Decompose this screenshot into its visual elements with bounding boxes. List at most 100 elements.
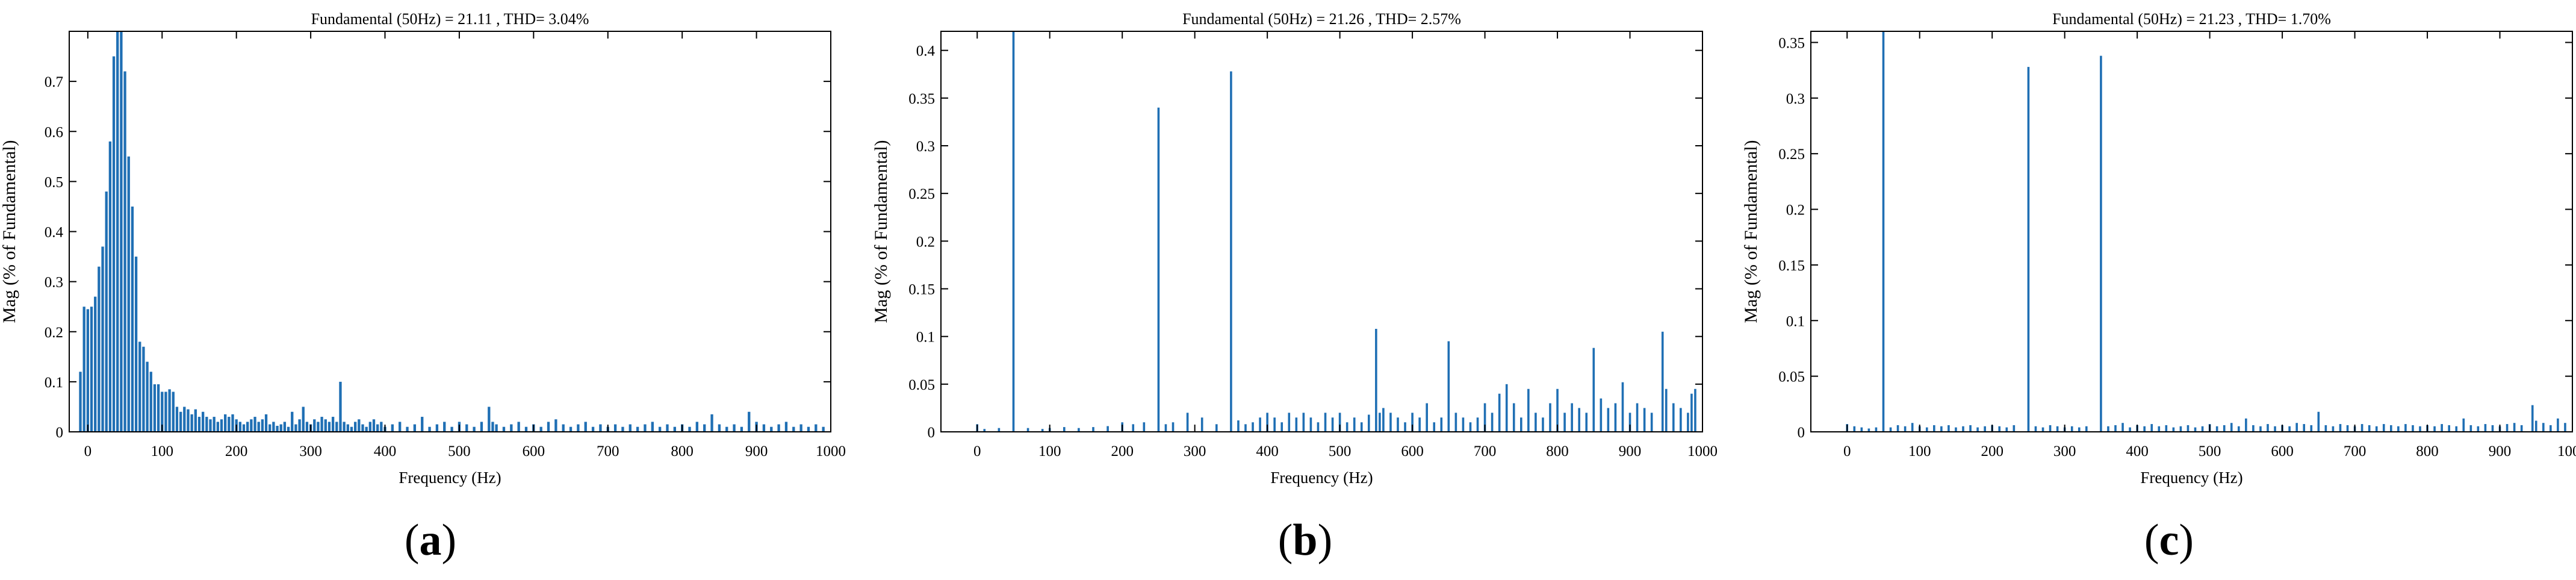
chart-c-bar xyxy=(2121,423,2124,432)
panel-label-c-open: ( xyxy=(2144,516,2159,565)
chart-b-bar xyxy=(1628,413,1631,432)
chart-a-xtick-label: 200 xyxy=(225,443,248,460)
chart-a-xtick-label: 600 xyxy=(523,443,545,460)
chart-b-xlabel: Frequency (Hz) xyxy=(1270,469,1373,487)
chart-b-bar xyxy=(1535,413,1537,432)
chart-a-xtick-label: 800 xyxy=(671,443,694,460)
chart-a-bar xyxy=(450,426,453,432)
chart-a-bar xyxy=(116,31,119,432)
chart-a-bar xyxy=(428,426,431,432)
chart-b-ytick-label: 0.2 xyxy=(916,234,935,250)
chart-c-bar xyxy=(2070,426,2073,432)
chart-c-bar xyxy=(2310,425,2313,432)
chart-a-bar xyxy=(524,426,528,432)
chart-c-bars xyxy=(1846,31,2566,432)
chart-a-bar xyxy=(86,309,90,432)
chart-a: 0 100 200 300 400 500 600 700 800 900 1000 0 0.1 0.2 0… xyxy=(0,10,846,487)
chart-b-bar xyxy=(1379,413,1381,432)
chart-a-bar xyxy=(79,372,82,432)
chart-b-bar xyxy=(1426,403,1428,432)
chart-a-bar xyxy=(636,426,639,432)
chart-b-ytick-label: 0.3 xyxy=(916,139,935,155)
chart-b-bar xyxy=(1259,417,1261,432)
chart-c-bar xyxy=(2441,424,2443,432)
chart-a-bar xyxy=(90,307,93,432)
chart-a-bar xyxy=(291,411,294,432)
chart-b-bar xyxy=(1433,422,1436,432)
chart-a-bar xyxy=(353,422,357,432)
chart-a-bar xyxy=(108,141,112,432)
chart-b-ytick-label: 0.05 xyxy=(908,377,935,393)
chart-c-bar xyxy=(2520,425,2523,432)
chart-c-bar xyxy=(2557,418,2559,432)
chart-b-bar xyxy=(1273,417,1276,432)
chart-c-bar xyxy=(1889,427,1892,432)
chart-c-xtick-label: 800 xyxy=(2416,443,2439,460)
chart-a-bar xyxy=(138,341,141,432)
chart-b-bar xyxy=(1447,341,1450,432)
chart-a-ylabel: Mag (% of Fundamental) xyxy=(0,140,19,323)
chart-a-bar xyxy=(146,361,149,432)
chart-b-bar xyxy=(1295,417,1298,432)
chart-a-bar xyxy=(547,422,550,432)
chart-c-bar xyxy=(2238,426,2240,432)
chart-a-bar xyxy=(213,417,216,432)
panel-label-a-close: ) xyxy=(441,516,457,565)
panel-label-b-letter: b xyxy=(1293,516,1318,565)
chart-b-bar xyxy=(1621,382,1624,432)
chart-a-bar xyxy=(123,71,126,432)
chart-c-bar xyxy=(2360,424,2363,432)
chart-b-bar xyxy=(1353,417,1356,432)
chart-a-ytick-label: 0.5 xyxy=(45,174,63,190)
chart-b-xtick-label: 100 xyxy=(1038,443,1061,460)
chart-c-bar xyxy=(1948,425,1950,432)
chart-a-bar xyxy=(777,424,780,432)
chart-a-bar xyxy=(807,426,810,432)
chart-a-bar xyxy=(161,391,164,432)
chart-b-bar xyxy=(1592,348,1595,432)
chart-b-bar xyxy=(1578,408,1580,432)
chart-a-bar xyxy=(120,31,123,432)
chart-a-bar xyxy=(443,422,446,432)
chart-b-xtick-label: 1000 xyxy=(1687,443,1718,460)
chart-b-xtick-label: 200 xyxy=(1111,443,1134,460)
chart-c-bar xyxy=(1955,427,1957,432)
chart-a-bar xyxy=(305,422,309,432)
chart-a-bar xyxy=(324,419,327,432)
chart-c-bar xyxy=(2114,425,2117,432)
panel-label-b-close: ) xyxy=(1317,516,1333,565)
chart-c-bar xyxy=(2419,426,2421,432)
chart-c-bar xyxy=(2339,424,2342,432)
chart-c-ytick-label: 0.3 xyxy=(1786,91,1805,107)
chart-a-ytick-label: 0 xyxy=(56,425,64,441)
chart-b-frame xyxy=(940,31,1703,432)
chart-a-bar xyxy=(822,426,825,432)
chart-b-bar xyxy=(1418,417,1421,432)
chart-c-bar xyxy=(1896,425,1899,432)
panel-label-a: (a) xyxy=(405,515,456,566)
panel-label-a-open: ( xyxy=(404,516,420,565)
chart-b-bar xyxy=(1302,413,1305,432)
chart-a-bar xyxy=(562,424,565,432)
chart-b-bar xyxy=(1614,403,1617,432)
chart-c-ytick-label: 0 xyxy=(1798,425,1805,441)
chart-b-bar xyxy=(1672,403,1675,432)
chart-c-bar xyxy=(2013,425,2016,432)
chart-c-bar xyxy=(2085,426,2088,432)
chart-b-bar xyxy=(1469,422,1472,432)
chart-c-bar xyxy=(2129,427,2131,432)
chart-b-bar xyxy=(1498,393,1501,432)
chart-c-bar xyxy=(2382,424,2385,432)
chart-a-bar xyxy=(175,407,179,432)
chart-c-xtick-label: 400 xyxy=(2126,443,2149,460)
chart-a-bar xyxy=(287,426,290,432)
chart-a-xtick-label: 1000 xyxy=(816,443,846,460)
chart-a-xlabel: Frequency (Hz) xyxy=(399,469,501,487)
chart-b-bar xyxy=(1549,403,1551,432)
chart-b-bar xyxy=(1512,403,1515,432)
chart-c-bar xyxy=(2274,426,2276,432)
chart-c-bar xyxy=(2506,424,2509,432)
chart-a-bar xyxy=(283,422,287,432)
chart-b-bar xyxy=(1563,413,1566,432)
chart-a-bar xyxy=(762,424,766,432)
